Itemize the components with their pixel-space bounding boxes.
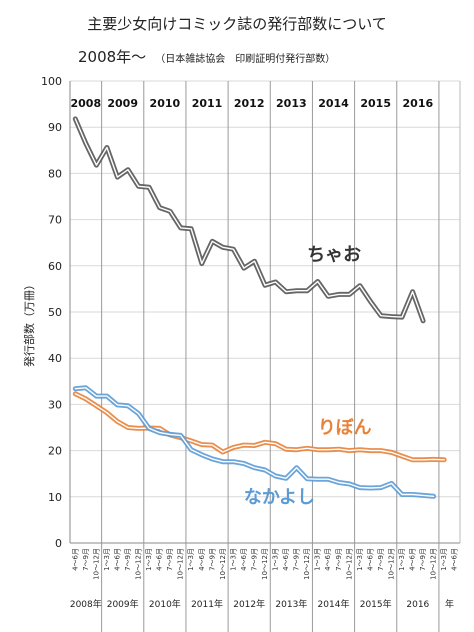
x-tick-label: 10～12月 — [303, 548, 311, 580]
x-tick-label: 10～12月 — [135, 548, 143, 580]
series-label: なかよし — [244, 487, 315, 508]
x-tick-label: 7～9月 — [377, 548, 385, 571]
x-tick-label: 1～3月 — [145, 548, 153, 571]
x-tick-label: 1～3月 — [398, 548, 406, 571]
bottom-year-label: 2010年 — [149, 598, 181, 610]
bottom-year-label: 年 — [445, 598, 454, 610]
x-axis: 4～6月 7～9月 10～12月 1～3月 4～6月 7～9月 10～12月 1～3月 4～6月… — [70, 548, 459, 610]
x-tick-label: 7～9月 — [124, 548, 132, 571]
subtitle-note: （日本雑誌協会 印刷証明付発行部数） — [155, 52, 335, 65]
bottom-year-label: 2016 — [406, 600, 429, 610]
bottom-year-label: 2012年 — [233, 598, 265, 610]
x-tick-label: 4～6月 — [366, 548, 374, 571]
y-tick-label: 80 — [48, 167, 62, 180]
y-axis-label: 発行部数（万冊） — [22, 279, 36, 367]
series-line-highlight-2 — [74, 387, 435, 497]
series-line-highlight-1 — [74, 393, 445, 461]
y-axis: 0 10 20 30 40 50 60 70 80 90 100 — [41, 75, 62, 550]
top-year-labels: 2008 2009 2010 2011 2012 2013 2014 2015 2016 — [70, 97, 433, 110]
x-tick-label: 7～9月 — [208, 548, 216, 571]
top-year-label: 2011 — [192, 97, 223, 110]
x-tick-label: 10～12月 — [430, 548, 438, 580]
y-tick-label: 70 — [48, 214, 62, 227]
x-tick-label: 1～3月 — [356, 548, 364, 571]
series-line-1 — [72, 391, 447, 463]
bottom-year-label: 2015年 — [360, 598, 392, 610]
x-tick-label: 10～12月 — [261, 548, 269, 580]
x-tick-label: 10～12月 — [219, 548, 227, 580]
top-year-label: 2009 — [107, 97, 138, 110]
subtitle-main: 2008年～ — [78, 48, 146, 66]
y-tick-label: 40 — [48, 352, 62, 365]
x-tick-label: 1～3月 — [314, 548, 322, 571]
bottom-year-label: 2014年 — [318, 598, 350, 610]
y-tick-label: 60 — [48, 260, 62, 273]
x-tick-label: 4～6月 — [409, 548, 417, 571]
x-tick-label: 7～9月 — [250, 548, 258, 571]
top-year-label: 2008 — [70, 97, 101, 110]
x-tick-label: 4～6月 — [113, 548, 121, 571]
y-tick-label: 100 — [41, 75, 62, 88]
series-label: ちゃお — [307, 245, 361, 266]
x-tick-label: 7～9月 — [293, 548, 301, 571]
x-tick-label: 4～6月 — [324, 548, 332, 571]
top-year-label: 2016 — [403, 97, 434, 110]
y-tick-label: 10 — [48, 491, 62, 504]
y-tick-label: 0 — [55, 537, 62, 550]
x-tick-label: 4～6月 — [451, 548, 459, 571]
x-tick-label: 10～12月 — [177, 548, 185, 580]
bottom-year-label: 2009年 — [107, 598, 139, 610]
series-line-highlight-0 — [74, 118, 424, 322]
top-year-label: 2015 — [360, 97, 391, 110]
bottom-year-label: 2008年 — [70, 598, 102, 610]
y-tick-label: 50 — [48, 306, 62, 319]
x-tick-label: 1～3月 — [229, 548, 237, 571]
bottom-year-label: 2013年 — [275, 598, 307, 610]
y-tick-label: 90 — [48, 121, 62, 134]
series-label: りぼん — [318, 418, 372, 439]
x-tick-label: 7～9月 — [82, 548, 90, 571]
x-tick-label: 4～6月 — [198, 548, 206, 571]
series-lines — [72, 116, 447, 499]
x-tick-label: 4～6月 — [71, 548, 79, 571]
x-tick-label: 7～9月 — [419, 548, 427, 571]
x-tick-label: 1～3月 — [272, 548, 280, 571]
x-tick-label: 7～9月 — [166, 548, 174, 571]
x-tick-label: 1～3月 — [440, 548, 448, 571]
chart-subtitle: 2008年～ （日本雑誌協会 印刷証明付発行部数） — [78, 47, 335, 66]
top-year-label: 2012 — [234, 97, 265, 110]
x-tick-label: 10～12月 — [387, 548, 395, 580]
x-tick-label: 7～9月 — [335, 548, 343, 571]
x-tick-label: 4～6月 — [240, 548, 248, 571]
year-dividers — [101, 81, 440, 632]
x-tick-label: 10～12月 — [92, 548, 100, 580]
y-tick-label: 20 — [48, 445, 62, 458]
y-tick-label: 30 — [48, 398, 62, 411]
x-tick-label: 4～6月 — [156, 548, 164, 571]
chart-title: 主要少女向けコミック誌の発行部数について — [87, 15, 387, 33]
grid — [69, 80, 461, 544]
top-year-label: 2010 — [150, 97, 181, 110]
x-tick-label: 10～12月 — [345, 548, 353, 580]
top-year-label: 2014 — [318, 97, 349, 110]
x-tick-label: 4～6月 — [282, 548, 290, 571]
x-tick-label: 1～3月 — [187, 548, 195, 571]
x-tick-label: 1～3月 — [103, 548, 111, 571]
top-year-label: 2013 — [276, 97, 307, 110]
bottom-year-label: 2011年 — [191, 598, 223, 610]
